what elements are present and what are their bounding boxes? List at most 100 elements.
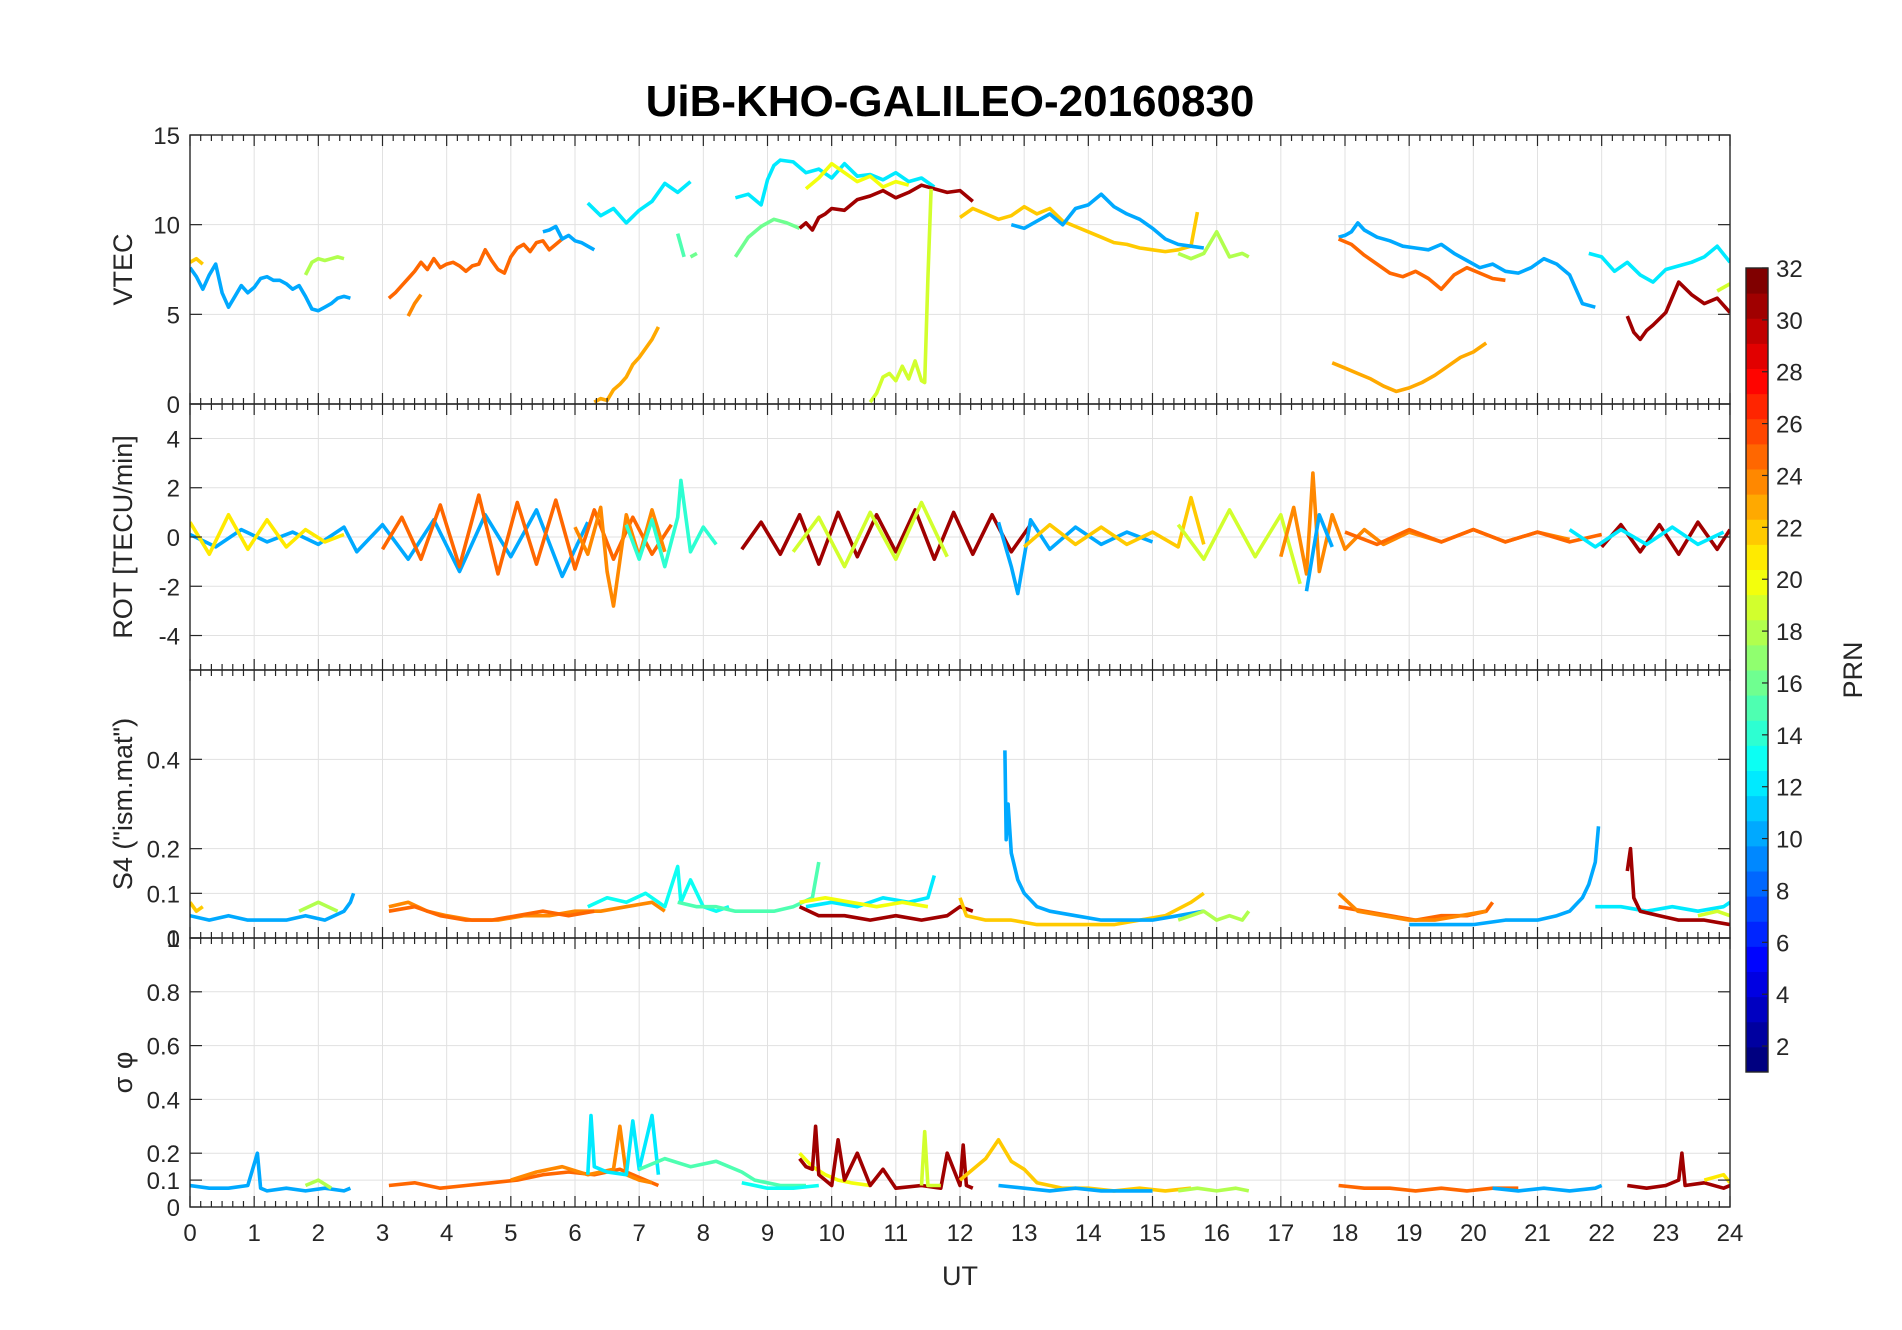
x-tick-label: 1 bbox=[247, 1220, 260, 1247]
x-tick-label: 20 bbox=[1460, 1220, 1487, 1247]
x-tick-label: 23 bbox=[1652, 1220, 1679, 1247]
series-prn-20 bbox=[804, 161, 910, 191]
colorbar-segment bbox=[1746, 996, 1768, 1023]
vtec-ylabel: VTEC bbox=[108, 233, 138, 305]
colorbar-segment bbox=[1746, 343, 1768, 369]
panel-rot: -4 -2 0 2 4 ROT [TECU/min] bbox=[108, 403, 1731, 671]
y-tick-label: 0 bbox=[167, 525, 180, 552]
series-prn-10 bbox=[1409, 826, 1601, 927]
y-tick-label: 1 bbox=[167, 926, 180, 953]
colorbar-segment bbox=[1746, 318, 1768, 344]
y-tick-label: -4 bbox=[159, 624, 180, 651]
series-prn-31 bbox=[798, 904, 974, 922]
series-prn-31 bbox=[1600, 520, 1730, 557]
series-prn-15 bbox=[677, 861, 821, 914]
colorbar-segment bbox=[1746, 670, 1768, 696]
vtec-series bbox=[190, 158, 1730, 404]
series-prn-31 bbox=[740, 508, 1033, 566]
series-prn-18 bbox=[304, 1178, 333, 1190]
x-axis: 0 1 2 3 4 5 6 7 8 9 10 11 12 13 14 15 16 17 18 19 20 21 22 23 24… bbox=[183, 1220, 1743, 1291]
series-prn-31 bbox=[798, 183, 974, 232]
series-prn-21 bbox=[1703, 1172, 1730, 1184]
y-tick-label: 5 bbox=[167, 302, 180, 329]
colorbar-frame bbox=[1745, 267, 1769, 1073]
colorbar-segment bbox=[1746, 569, 1768, 596]
x-tick-label: 17 bbox=[1267, 1220, 1294, 1247]
series-prn-22 bbox=[958, 204, 1200, 254]
series-prn-10 bbox=[1003, 750, 1205, 922]
x-tick-label: 24 bbox=[1717, 1220, 1744, 1247]
colorbar-tick-label: 8 bbox=[1776, 878, 1789, 905]
series-prn-21 bbox=[190, 512, 345, 557]
y-tick-label: 0 bbox=[167, 392, 180, 419]
colorbar-segment bbox=[1746, 795, 1768, 822]
series-prn-31 bbox=[1627, 1151, 1730, 1190]
colorbar-tick-label: 2 bbox=[1776, 1034, 1789, 1061]
y-tick-label: 0.4 bbox=[147, 1087, 180, 1114]
colorbar-tick-label: 30 bbox=[1776, 308, 1803, 335]
y-tick-label: 0.4 bbox=[147, 747, 180, 774]
colorbar-tick-label: 26 bbox=[1776, 412, 1803, 439]
colorbar-segment bbox=[1746, 820, 1768, 847]
series-prn-24 bbox=[406, 293, 423, 317]
colorbar-tick-label: 24 bbox=[1776, 463, 1803, 490]
series-prn-13 bbox=[587, 864, 730, 914]
series-prn-10 bbox=[190, 508, 590, 579]
colorbar-segment bbox=[1746, 393, 1768, 420]
y-tick-label: 2 bbox=[167, 476, 180, 503]
y-tick-label: 0.6 bbox=[147, 1034, 180, 1061]
colorbar-segment bbox=[1746, 268, 1768, 294]
series-prn-20 bbox=[799, 895, 929, 909]
y-tick-label: 0.8 bbox=[147, 980, 180, 1007]
series-prn-23 bbox=[593, 326, 661, 404]
colorbar-tick-label: 6 bbox=[1776, 930, 1789, 957]
sigma-x-ticks bbox=[189, 938, 1731, 1207]
panel-s4: 0 0.1 0.2 0.4 S4 ("ism.mat") bbox=[108, 669, 1731, 953]
series-prn-24 bbox=[1337, 891, 1487, 922]
series-prn-18 bbox=[1177, 1186, 1250, 1193]
colorbar-tick-label: 12 bbox=[1776, 775, 1803, 802]
figure-title: UiB-KHO-GALILEO-20160830 bbox=[646, 77, 1255, 126]
series-prn-15 bbox=[638, 1156, 806, 1188]
colorbar-label: PRN bbox=[1838, 641, 1868, 698]
colorbar-segment bbox=[1746, 1021, 1768, 1048]
y-tick-label: 0 bbox=[167, 1195, 180, 1222]
colorbar-segment bbox=[1746, 594, 1768, 621]
series-prn-22 bbox=[958, 891, 1205, 927]
sigma-ylabel: σ φ bbox=[108, 1052, 138, 1094]
series-prn-24 bbox=[510, 1124, 653, 1185]
vtec-y-axis: 0 5 10 15 bbox=[153, 123, 1730, 419]
colorbar-segment bbox=[1746, 896, 1768, 922]
x-tick-label: 7 bbox=[632, 1220, 645, 1247]
y-tick-label: 10 bbox=[153, 213, 180, 240]
series-prn-10 bbox=[1492, 1183, 1603, 1193]
series-prn-19 bbox=[868, 188, 933, 404]
rot-y-axis: -4 -2 0 2 4 bbox=[159, 426, 1730, 651]
colorbar-segment bbox=[1746, 695, 1768, 721]
s4-y-axis: 0 0.1 0.2 0.4 bbox=[147, 747, 1730, 953]
y-tick-label: 4 bbox=[167, 426, 180, 453]
colorbar-segment bbox=[1746, 519, 1768, 545]
vtec-x-ticks bbox=[189, 135, 1731, 404]
rot-x-ticks bbox=[189, 404, 1731, 670]
s4-x-ticks bbox=[189, 670, 1731, 938]
x-tick-label: 14 bbox=[1075, 1220, 1102, 1247]
x-tick-label: 10 bbox=[818, 1220, 845, 1247]
rot-series bbox=[190, 471, 1730, 608]
x-tick-label: 16 bbox=[1203, 1220, 1230, 1247]
colorbar-segment bbox=[1746, 1046, 1768, 1073]
x-tick-label: 3 bbox=[376, 1220, 389, 1247]
series-prn-25 bbox=[1338, 1183, 1519, 1193]
series-prn-18 bbox=[303, 255, 345, 276]
y-tick-label: 0.1 bbox=[147, 881, 180, 908]
colorbar-tick-label: 20 bbox=[1776, 567, 1803, 594]
series-prn-18 bbox=[1177, 909, 1251, 922]
series-prn-10 bbox=[190, 1151, 352, 1193]
x-tick-label: 12 bbox=[947, 1220, 974, 1247]
series-prn-23 bbox=[1331, 341, 1488, 394]
rot-ylabel: ROT [TECU/min] bbox=[108, 435, 138, 639]
colorbar-tick-label: 14 bbox=[1776, 723, 1803, 750]
colorbar-segment bbox=[1746, 619, 1768, 646]
